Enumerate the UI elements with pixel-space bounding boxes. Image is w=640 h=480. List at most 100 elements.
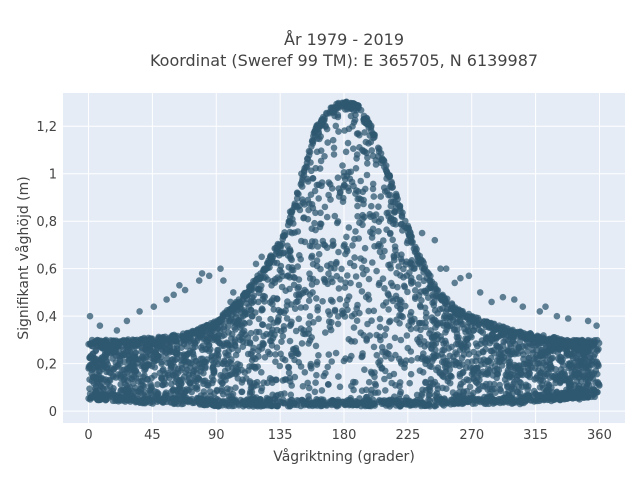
data-point bbox=[192, 357, 200, 365]
data-point bbox=[309, 260, 317, 268]
data-point bbox=[480, 318, 487, 326]
data-point bbox=[255, 328, 263, 336]
data-point bbox=[444, 377, 452, 385]
data-point bbox=[380, 237, 387, 244]
data-point bbox=[178, 364, 186, 372]
data-point bbox=[359, 211, 366, 219]
data-point bbox=[376, 248, 384, 256]
data-point bbox=[532, 354, 539, 362]
data-point bbox=[579, 389, 586, 396]
data-point bbox=[298, 396, 305, 404]
data-point bbox=[123, 317, 131, 325]
data-point bbox=[439, 397, 446, 405]
data-point bbox=[150, 303, 158, 311]
data-point bbox=[319, 237, 327, 245]
data-point bbox=[91, 339, 99, 346]
data-point bbox=[387, 215, 395, 223]
data-point bbox=[444, 323, 452, 330]
data-point bbox=[183, 343, 191, 350]
data-point bbox=[182, 369, 190, 376]
data-point bbox=[258, 253, 266, 261]
data-point bbox=[281, 400, 288, 407]
data-point bbox=[426, 391, 434, 399]
data-point bbox=[376, 315, 384, 323]
data-point bbox=[285, 247, 292, 255]
data-point bbox=[406, 379, 414, 387]
data-point bbox=[285, 369, 293, 377]
data-point bbox=[295, 315, 303, 323]
data-point bbox=[169, 396, 177, 403]
data-point bbox=[225, 341, 233, 349]
data-point bbox=[554, 349, 562, 357]
data-point bbox=[493, 357, 501, 365]
data-point bbox=[441, 368, 449, 376]
data-point bbox=[515, 362, 523, 369]
data-point bbox=[261, 266, 269, 273]
data-point bbox=[322, 329, 329, 336]
data-point bbox=[317, 209, 324, 217]
data-point bbox=[517, 369, 525, 377]
data-point bbox=[141, 383, 148, 390]
data-point bbox=[407, 348, 415, 355]
data-point bbox=[404, 288, 411, 296]
y-tick-label: 0,4 bbox=[36, 310, 57, 325]
data-point bbox=[393, 192, 400, 199]
data-point bbox=[455, 313, 463, 320]
data-point bbox=[339, 99, 346, 107]
data-point bbox=[120, 351, 128, 359]
data-point bbox=[465, 272, 473, 280]
data-point bbox=[169, 372, 177, 379]
data-point bbox=[176, 385, 184, 392]
data-point bbox=[571, 382, 579, 389]
data-point bbox=[381, 375, 388, 383]
data-point bbox=[440, 359, 448, 366]
data-point bbox=[370, 307, 378, 315]
y-tick-label: 0,8 bbox=[36, 215, 57, 230]
data-point bbox=[238, 366, 246, 374]
data-point bbox=[307, 360, 315, 368]
data-point bbox=[95, 372, 103, 380]
data-point bbox=[517, 393, 525, 401]
data-point bbox=[259, 339, 267, 347]
data-point bbox=[345, 293, 353, 300]
data-point bbox=[445, 345, 453, 352]
data-point bbox=[193, 369, 201, 377]
data-point bbox=[587, 374, 594, 382]
data-point bbox=[370, 193, 378, 200]
data-point bbox=[305, 320, 313, 327]
data-point bbox=[477, 327, 485, 335]
data-point bbox=[359, 188, 367, 196]
data-point bbox=[420, 277, 428, 285]
data-point bbox=[211, 402, 219, 410]
data-point bbox=[388, 355, 395, 362]
data-point bbox=[305, 297, 313, 305]
data-point bbox=[447, 372, 454, 380]
data-point bbox=[146, 337, 153, 345]
data-point bbox=[308, 243, 316, 250]
data-point bbox=[186, 331, 194, 339]
data-point bbox=[168, 380, 175, 388]
data-point bbox=[350, 145, 357, 152]
data-point bbox=[280, 309, 288, 317]
data-point bbox=[470, 366, 477, 374]
data-point bbox=[499, 293, 507, 301]
data-point bbox=[329, 136, 337, 144]
data-point bbox=[434, 320, 441, 327]
data-point bbox=[405, 231, 413, 239]
data-point bbox=[373, 331, 380, 339]
data-point bbox=[524, 343, 531, 350]
data-point bbox=[396, 320, 403, 327]
data-point bbox=[442, 340, 450, 347]
data-point bbox=[381, 285, 388, 292]
data-point bbox=[553, 339, 561, 346]
data-point bbox=[590, 390, 597, 398]
data-point bbox=[161, 380, 169, 388]
data-point bbox=[247, 298, 255, 305]
data-point bbox=[305, 384, 313, 392]
data-point bbox=[351, 235, 358, 243]
data-point bbox=[449, 316, 457, 324]
data-point bbox=[512, 349, 520, 356]
data-point bbox=[240, 319, 247, 327]
data-point bbox=[220, 331, 228, 339]
data-point bbox=[205, 323, 212, 330]
